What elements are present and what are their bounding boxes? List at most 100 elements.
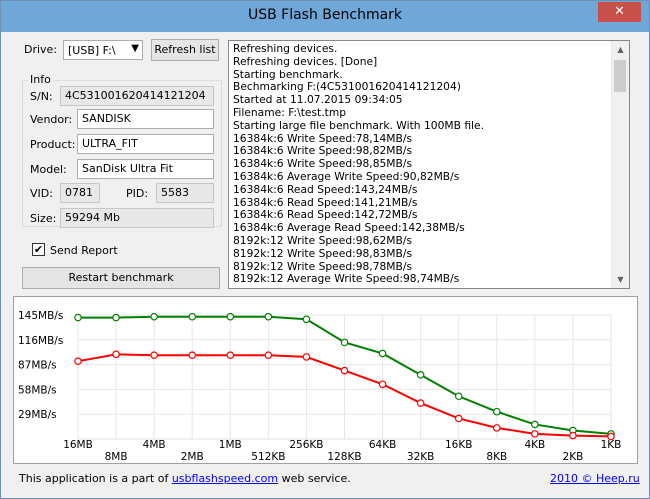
- x-tick-label: 16MB: [63, 439, 93, 451]
- log-line: 16384k:6 Average Read Speed:142,38MB/s: [233, 221, 465, 235]
- model-field[interactable]: SanDisk Ultra Fit: [77, 159, 214, 179]
- drive-select[interactable]: [USB] F:\ ▼: [63, 40, 143, 60]
- log-line: 16384k:6 Write Speed:98,85MB/s: [233, 157, 413, 171]
- info-group-title: Info: [28, 73, 53, 86]
- data-point: [188, 312, 197, 321]
- x-tick-label: 4MB: [143, 439, 166, 451]
- data-point: [340, 338, 349, 347]
- log-line: 8192k:12 Write Speed:98,83MB/s: [233, 246, 413, 260]
- data-point: [264, 351, 273, 359]
- chevron-down-icon: ▼: [131, 43, 139, 54]
- data-point: [454, 414, 463, 423]
- scroll-down-icon[interactable]: ▼: [617, 275, 624, 284]
- log-line: 16384k:6 Write Speed:78,14MB/s: [233, 131, 413, 145]
- send-report-checkbox[interactable]: ✔: [32, 243, 45, 256]
- data-point: [74, 313, 82, 322]
- send-report-label[interactable]: Send Report: [50, 244, 118, 257]
- log-line: Started at 11.07.2015 09:34:05: [233, 93, 403, 107]
- vid-label: VID:: [30, 187, 53, 200]
- y-tick-label: 58MB/s: [18, 384, 57, 396]
- x-tick-label: 16KB: [445, 439, 472, 451]
- data-point: [531, 430, 539, 438]
- data-point: [569, 431, 577, 440]
- pid-field: 5583: [156, 183, 214, 203]
- data-point: [607, 432, 615, 441]
- y-tick-label: 116MB/s: [18, 335, 63, 347]
- checkmark-icon: ✔: [33, 243, 44, 256]
- window-title: USB Flash Benchmark: [247, 7, 403, 23]
- restart-benchmark-button[interactable]: Restart benchmark: [22, 267, 220, 289]
- footer-text: This application is a part of usbflashsp…: [19, 472, 351, 485]
- log-line: 16384k:6 Read Speed:141,21MB/s: [233, 195, 418, 209]
- vendor-field[interactable]: SANDISK: [77, 109, 214, 129]
- close-button[interactable]: ✕: [598, 2, 641, 22]
- log-line: 8192k:12 Average Write Speed:98,74MB/s: [233, 272, 460, 286]
- log-line: 16384k:6 Average Write Speed:90,82MB/s: [233, 169, 460, 183]
- data-point: [492, 407, 501, 416]
- log-textbox[interactable]: Refreshing devices. Refreshing devices. […: [228, 40, 630, 289]
- x-tick-label: 8MB: [105, 451, 128, 463]
- speed-chart: 145MB/s 116MB/s 87MB/s 58MB/s 29MB/s 16MB 8MB 4…: [18, 310, 622, 463]
- x-tick-label: 128KB: [327, 451, 361, 463]
- x-tick-label: 4KB: [524, 439, 545, 451]
- x-tick-label: 64KB: [369, 439, 396, 451]
- product-label: Product:: [30, 138, 76, 151]
- scroll-thumb[interactable]: [614, 60, 626, 92]
- data-point: [112, 313, 120, 322]
- data-point: [112, 350, 120, 359]
- pid-label: PID:: [126, 187, 149, 200]
- data-point: [302, 353, 311, 361]
- log-line: 8192k:12 Write Speed:98,62MB/s: [233, 233, 413, 247]
- drive-label: Drive:: [24, 43, 58, 56]
- data-point: [378, 380, 387, 389]
- x-tick-label: 2KB: [563, 451, 584, 463]
- data-point: [492, 424, 501, 432]
- y-tick-label: 145MB/s: [18, 310, 63, 322]
- log-line: Refreshing devices.: [233, 42, 338, 55]
- log-scrollbar[interactable]: ▲ ▼: [611, 41, 629, 288]
- x-tick-label: 8KB: [486, 451, 507, 463]
- vendor-label: Vendor:: [30, 113, 73, 126]
- speed-chart-frame: 145MB/s 116MB/s 87MB/s 58MB/s 29MB/s 16MB 8MB 4…: [13, 296, 638, 464]
- data-point: [531, 420, 539, 429]
- footer-suffix: web service.: [278, 472, 351, 485]
- x-tick-label: 2MB: [181, 451, 204, 463]
- x-tick-label: 1MB: [219, 439, 242, 451]
- data-point: [416, 371, 425, 379]
- x-tick-label: 32KB: [407, 451, 434, 463]
- copyright-link[interactable]: 2010 © Heep.ru: [550, 472, 640, 485]
- x-tick-label: 512KB: [251, 451, 285, 463]
- data-point: [378, 349, 387, 358]
- data-point: [188, 351, 197, 359]
- data-point: [264, 312, 273, 321]
- x-tick-label: 256KB: [289, 439, 323, 451]
- data-point: [302, 315, 311, 324]
- data-point: [416, 399, 425, 407]
- log-line: 8192k:12 Write Speed:98,78MB/s: [233, 259, 413, 273]
- data-point: [340, 366, 349, 375]
- log-line: Filename: F:\test.tmp: [233, 105, 347, 119]
- size-label: Size:: [30, 212, 57, 225]
- data-point: [226, 312, 235, 321]
- data-point: [150, 351, 158, 359]
- scroll-up-icon[interactable]: ▲: [617, 45, 624, 54]
- y-tick-label: 29MB/s: [18, 409, 57, 421]
- log-line: Starting large file benchmark. With 100M…: [233, 118, 484, 132]
- product-field[interactable]: ULTRA_FIT: [77, 134, 214, 154]
- log-line: Starting benchmark.: [233, 67, 343, 81]
- data-point: [226, 351, 235, 359]
- log-line: 16384k:6 Write Speed:98,82MB/s: [233, 144, 413, 158]
- refresh-list-button[interactable]: Refresh list: [151, 39, 219, 61]
- sn-label: S/N:: [30, 90, 53, 103]
- footer-link[interactable]: usbflashspeed.com: [171, 472, 279, 485]
- data-point: [150, 312, 158, 321]
- y-tick-label: 87MB/s: [18, 360, 57, 372]
- drive-select-value: [USB] F:\: [68, 44, 116, 57]
- x-tick-label: 1KB: [601, 439, 622, 451]
- client-area: Drive: [USB] F:\ ▼ Refresh list Info S/N…: [8, 32, 642, 492]
- model-label: Model:: [30, 163, 67, 176]
- log-line: 16384k:6 Read Speed:142,72MB/s: [233, 208, 418, 222]
- title-bar[interactable]: USB Flash Benchmark ✕: [1, 1, 649, 32]
- sn-field: 4C531001620414121204: [60, 86, 214, 106]
- log-line: 16384k:6 Read Speed:143,24MB/s: [233, 182, 418, 196]
